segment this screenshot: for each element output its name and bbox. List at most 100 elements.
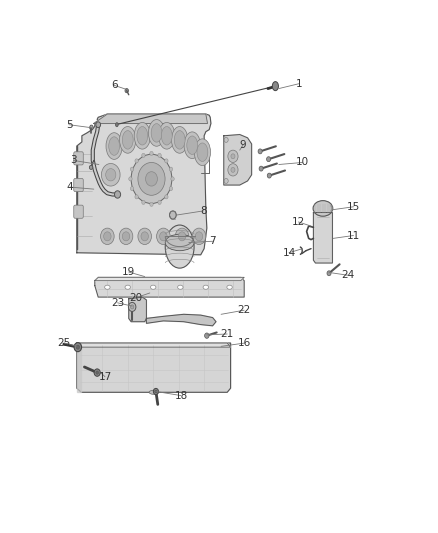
- Ellipse shape: [227, 285, 232, 289]
- Ellipse shape: [116, 123, 118, 127]
- Ellipse shape: [153, 389, 159, 394]
- Ellipse shape: [327, 271, 331, 276]
- Text: 15: 15: [347, 202, 360, 212]
- Ellipse shape: [150, 151, 153, 156]
- Ellipse shape: [174, 131, 185, 149]
- Ellipse shape: [96, 122, 101, 127]
- Text: 17: 17: [99, 372, 112, 382]
- Polygon shape: [94, 114, 208, 124]
- Ellipse shape: [170, 211, 176, 219]
- Ellipse shape: [101, 228, 114, 245]
- Ellipse shape: [155, 390, 157, 393]
- Text: 23: 23: [111, 298, 124, 308]
- Ellipse shape: [125, 88, 128, 93]
- Polygon shape: [77, 114, 211, 255]
- Polygon shape: [129, 297, 146, 322]
- Text: 10: 10: [296, 157, 309, 167]
- Ellipse shape: [158, 200, 161, 205]
- Ellipse shape: [141, 232, 148, 241]
- Ellipse shape: [197, 143, 208, 161]
- Ellipse shape: [96, 371, 99, 374]
- Ellipse shape: [131, 167, 134, 171]
- Polygon shape: [146, 314, 216, 326]
- Ellipse shape: [135, 159, 138, 163]
- Ellipse shape: [272, 82, 279, 91]
- Ellipse shape: [105, 285, 110, 289]
- Ellipse shape: [159, 232, 167, 241]
- Ellipse shape: [231, 167, 235, 172]
- Ellipse shape: [137, 126, 148, 145]
- Ellipse shape: [171, 177, 174, 181]
- Ellipse shape: [231, 154, 235, 159]
- Ellipse shape: [228, 164, 238, 176]
- Ellipse shape: [104, 232, 111, 241]
- Polygon shape: [77, 343, 230, 392]
- Ellipse shape: [150, 202, 153, 206]
- Ellipse shape: [119, 228, 133, 245]
- Ellipse shape: [178, 285, 183, 289]
- Ellipse shape: [151, 124, 162, 142]
- Ellipse shape: [228, 150, 238, 163]
- Ellipse shape: [74, 343, 81, 352]
- Ellipse shape: [165, 235, 194, 251]
- Text: 22: 22: [237, 305, 251, 315]
- Ellipse shape: [169, 187, 173, 191]
- Ellipse shape: [128, 302, 136, 311]
- Text: 20: 20: [129, 293, 142, 303]
- Ellipse shape: [94, 369, 100, 376]
- Ellipse shape: [134, 123, 151, 149]
- Text: 3: 3: [70, 156, 77, 165]
- Text: 25: 25: [58, 338, 71, 348]
- Text: 6: 6: [111, 80, 117, 90]
- FancyBboxPatch shape: [74, 205, 83, 219]
- Ellipse shape: [224, 138, 228, 142]
- Text: 18: 18: [174, 391, 187, 401]
- Ellipse shape: [267, 157, 271, 161]
- Ellipse shape: [138, 163, 165, 195]
- Text: 16: 16: [238, 338, 251, 348]
- Text: 8: 8: [200, 206, 207, 216]
- Ellipse shape: [131, 154, 172, 204]
- Ellipse shape: [172, 126, 188, 153]
- Ellipse shape: [129, 177, 132, 181]
- Polygon shape: [95, 277, 244, 281]
- Text: 5: 5: [66, 120, 72, 130]
- Ellipse shape: [122, 131, 133, 149]
- Polygon shape: [314, 213, 332, 263]
- Ellipse shape: [258, 149, 262, 154]
- Ellipse shape: [194, 139, 211, 166]
- Text: 24: 24: [342, 270, 355, 280]
- Text: 14: 14: [283, 248, 296, 258]
- Ellipse shape: [135, 195, 138, 199]
- Ellipse shape: [259, 166, 263, 171]
- Ellipse shape: [145, 172, 157, 186]
- Ellipse shape: [161, 126, 172, 145]
- Ellipse shape: [142, 200, 145, 205]
- Text: 7: 7: [209, 236, 216, 246]
- Polygon shape: [77, 343, 230, 347]
- Ellipse shape: [184, 132, 200, 158]
- Ellipse shape: [267, 173, 271, 178]
- Ellipse shape: [203, 285, 208, 289]
- Ellipse shape: [138, 228, 152, 245]
- Ellipse shape: [131, 187, 134, 191]
- Polygon shape: [95, 277, 244, 297]
- Ellipse shape: [102, 164, 120, 186]
- FancyBboxPatch shape: [74, 179, 83, 191]
- Ellipse shape: [114, 191, 120, 198]
- Text: 1: 1: [296, 79, 303, 88]
- Text: 4: 4: [67, 182, 73, 192]
- Ellipse shape: [158, 154, 161, 157]
- Ellipse shape: [120, 126, 136, 153]
- Text: 9: 9: [240, 140, 247, 150]
- Ellipse shape: [165, 159, 168, 163]
- Text: 12: 12: [292, 217, 305, 227]
- Ellipse shape: [175, 228, 189, 245]
- Ellipse shape: [148, 119, 165, 146]
- Ellipse shape: [89, 165, 93, 169]
- Ellipse shape: [165, 225, 194, 268]
- Polygon shape: [224, 134, 251, 185]
- Ellipse shape: [195, 232, 203, 241]
- Ellipse shape: [165, 195, 168, 199]
- Ellipse shape: [106, 168, 116, 181]
